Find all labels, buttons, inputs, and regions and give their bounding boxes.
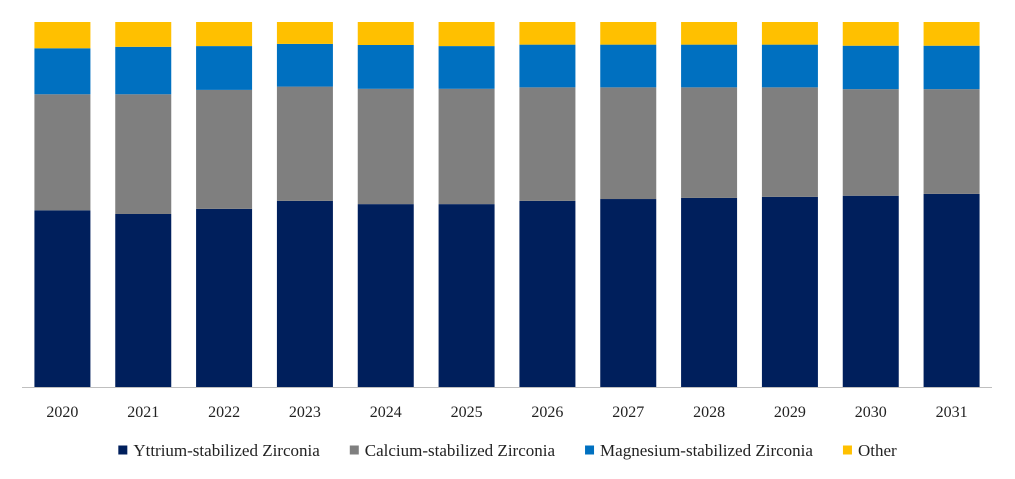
x-tick-label: 2027 (612, 404, 644, 421)
legend-label: Other (858, 441, 897, 460)
x-tick-label: 2030 (855, 404, 887, 421)
bar-segment-2029-series-0 (761, 196, 818, 387)
bar-segment-2028-series-3 (681, 22, 738, 45)
bar-segment-2022-series-0 (196, 208, 253, 387)
bar-segment-2023-series-0 (276, 200, 333, 387)
bar-segment-2027-series-0 (600, 199, 657, 387)
x-tick-label: 2026 (531, 404, 563, 421)
bar-segment-2030-series-2 (842, 45, 899, 90)
bar-segment-2030-series-3 (842, 22, 899, 46)
bar-segment-2025-series-3 (438, 22, 495, 47)
bar-segment-2020-series-2 (34, 48, 91, 95)
legend-label: Calcium-stabilized Zirconia (365, 441, 556, 460)
bar-segment-2027-series-1 (600, 87, 657, 200)
bar-segment-2025-series-0 (438, 204, 495, 387)
bar-segment-2026-series-1 (519, 87, 576, 201)
legend-swatch-series-2 (585, 445, 595, 455)
bar-segment-2022-series-3 (196, 22, 253, 47)
bar-segment-2021-series-0 (115, 213, 172, 387)
bar-segment-2023-series-3 (276, 22, 333, 44)
bar-segment-2026-series-3 (519, 22, 576, 45)
bar-segment-2022-series-1 (196, 89, 253, 209)
bar-segment-2027-series-3 (600, 22, 657, 45)
bar-segment-2021-series-2 (115, 46, 172, 95)
x-tick-label: 2025 (451, 404, 483, 421)
bar-segment-2024-series-1 (357, 88, 414, 205)
x-tick-label: 2024 (370, 404, 402, 421)
legend: Yttrium-stabilized Zirconia Calcium-stabi… (118, 441, 897, 460)
bar-segment-2026-series-0 (519, 200, 576, 387)
x-tick-label: 2031 (936, 404, 968, 421)
bar-segment-2028-series-1 (681, 87, 738, 198)
bar-segment-2028-series-0 (681, 197, 738, 387)
legend-swatch-series-0 (118, 445, 128, 455)
bar-segment-2024-series-2 (357, 45, 414, 89)
bar-segment-2023-series-2 (276, 43, 333, 87)
bar-segment-2022-series-2 (196, 46, 253, 90)
bar-segment-2026-series-2 (519, 44, 576, 88)
bar-segment-2029-series-2 (761, 44, 818, 88)
bar-segment-2025-series-2 (438, 46, 495, 89)
bar-segment-2021-series-1 (115, 94, 172, 214)
bar-segment-2023-series-1 (276, 86, 333, 201)
bar-segment-2021-series-3 (115, 22, 172, 47)
x-tick-label: 2022 (208, 404, 240, 421)
legend-swatch-series-1 (349, 445, 359, 455)
bar-segment-2029-series-1 (761, 87, 818, 197)
x-tick-label: 2021 (127, 404, 159, 421)
bar-segment-2025-series-1 (438, 88, 495, 205)
bar-segment-2029-series-3 (761, 22, 818, 45)
x-tick-labels: 2020 2021 2022 2023 2024 2025 2026 2027 2028 2029… (46, 404, 967, 421)
bars-group (34, 22, 980, 387)
legend-label: Magnesium-stabilized Zirconia (600, 441, 813, 460)
bar-segment-2020-series-0 (34, 210, 91, 387)
bar-segment-2024-series-0 (357, 204, 414, 387)
bar-segment-2031-series-0 (923, 193, 980, 387)
bar-segment-2030-series-1 (842, 89, 899, 196)
x-tick-label: 2028 (693, 404, 725, 421)
legend-swatch-series-3 (842, 445, 852, 455)
bar-segment-2028-series-2 (681, 44, 738, 88)
bar-segment-2030-series-0 (842, 195, 899, 387)
bar-segment-2031-series-1 (923, 89, 980, 194)
bar-segment-2031-series-3 (923, 22, 980, 46)
bar-segment-2027-series-2 (600, 44, 657, 88)
bar-segment-2020-series-1 (34, 94, 91, 211)
bar-segment-2020-series-3 (34, 22, 91, 49)
bar-segment-2031-series-2 (923, 45, 980, 90)
x-tick-label: 2029 (774, 404, 806, 421)
x-tick-label: 2020 (46, 404, 78, 421)
bar-segment-2024-series-3 (357, 22, 414, 45)
x-tick-label: 2023 (289, 404, 321, 421)
legend-label: Yttrium-stabilized Zirconia (133, 441, 320, 460)
